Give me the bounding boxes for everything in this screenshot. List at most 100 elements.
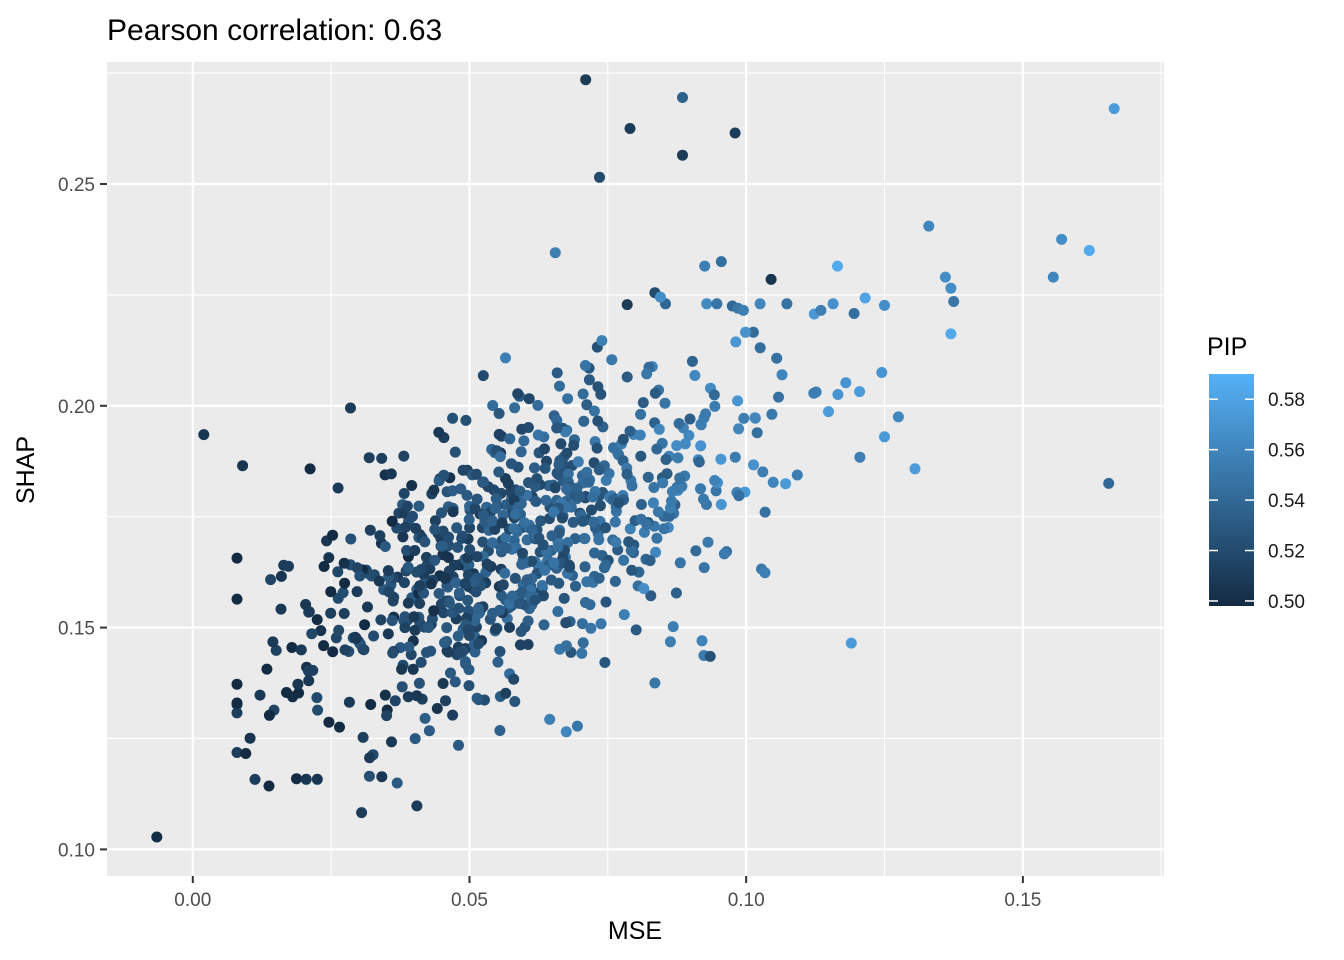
data-point	[518, 435, 530, 447]
data-point	[711, 298, 723, 310]
data-point	[701, 298, 713, 310]
data-point	[684, 413, 696, 425]
data-point	[649, 387, 661, 399]
data-point	[481, 558, 493, 570]
data-point	[532, 429, 544, 441]
data-point	[332, 592, 344, 604]
data-point	[577, 637, 589, 649]
data-point	[552, 606, 564, 617]
data-point	[505, 458, 517, 470]
data-point	[447, 506, 459, 518]
data-point	[318, 561, 330, 572]
data-point	[437, 607, 449, 619]
data-point	[500, 532, 512, 543]
data-point	[549, 247, 561, 259]
data-point	[315, 625, 327, 637]
data-point	[263, 780, 275, 792]
data-point	[286, 642, 298, 653]
data-point	[548, 506, 560, 518]
data-point	[381, 710, 393, 722]
data-point	[332, 566, 344, 578]
data-point	[402, 561, 414, 573]
data-point	[459, 578, 471, 590]
data-point	[606, 354, 618, 366]
data-point	[409, 545, 421, 556]
data-point	[645, 590, 657, 602]
data-point	[490, 623, 502, 635]
data-point	[401, 545, 413, 556]
data-point	[363, 452, 375, 464]
data-point	[338, 557, 350, 569]
data-point	[563, 559, 575, 571]
data-point	[652, 506, 664, 518]
data-point	[391, 777, 403, 789]
x-tick-label: 0.05	[451, 890, 488, 911]
data-point	[471, 551, 483, 563]
data-point	[231, 697, 243, 709]
data-point	[666, 486, 678, 497]
data-point	[621, 371, 633, 383]
data-point	[323, 552, 335, 564]
data-point	[718, 548, 730, 560]
data-point	[618, 554, 630, 566]
data-point	[441, 622, 453, 634]
data-point	[409, 624, 421, 636]
data-point	[487, 515, 498, 527]
data-point	[559, 426, 571, 438]
data-point	[771, 352, 783, 364]
data-point	[690, 545, 702, 557]
data-point	[382, 628, 394, 640]
data-point	[562, 393, 574, 405]
data-point	[413, 677, 425, 689]
data-point	[666, 495, 677, 507]
data-point	[311, 692, 323, 704]
data-point	[376, 771, 388, 783]
data-point	[522, 639, 534, 650]
x-axis-title: MSE	[608, 917, 662, 945]
data-point	[415, 656, 427, 668]
data-point	[452, 541, 464, 553]
data-point	[443, 646, 454, 658]
data-point	[584, 599, 596, 611]
data-point	[624, 123, 636, 134]
data-point	[471, 493, 483, 505]
data-point	[410, 522, 422, 534]
data-point	[562, 468, 574, 480]
data-point	[413, 500, 425, 512]
y-tick-label: 0.20	[58, 397, 95, 418]
data-point	[419, 712, 431, 724]
data-point	[386, 736, 397, 748]
data-point	[449, 446, 461, 458]
data-point	[583, 476, 595, 488]
data-point	[323, 716, 335, 728]
data-point	[500, 352, 511, 364]
data-point	[411, 566, 423, 578]
data-point	[311, 773, 323, 785]
data-point	[327, 529, 339, 541]
data-point	[593, 534, 605, 546]
data-point	[374, 530, 386, 542]
data-point	[408, 611, 420, 623]
data-point	[945, 328, 957, 340]
data-point	[240, 748, 252, 759]
data-point	[689, 370, 701, 381]
data-point	[815, 304, 827, 316]
data-point	[621, 468, 633, 480]
data-point	[494, 725, 506, 736]
data-point	[477, 370, 489, 382]
data-point	[379, 689, 391, 701]
data-point	[553, 459, 565, 471]
data-point	[456, 530, 468, 542]
data-point	[660, 454, 672, 465]
data-point	[362, 601, 373, 613]
data-point	[840, 377, 852, 389]
data-point	[295, 644, 307, 656]
data-point	[551, 422, 563, 434]
data-point	[426, 613, 438, 625]
data-point	[600, 522, 611, 534]
data-point	[516, 558, 528, 570]
data-point	[399, 611, 411, 623]
data-point	[587, 491, 599, 503]
data-point	[533, 532, 545, 544]
data-point	[429, 554, 441, 566]
